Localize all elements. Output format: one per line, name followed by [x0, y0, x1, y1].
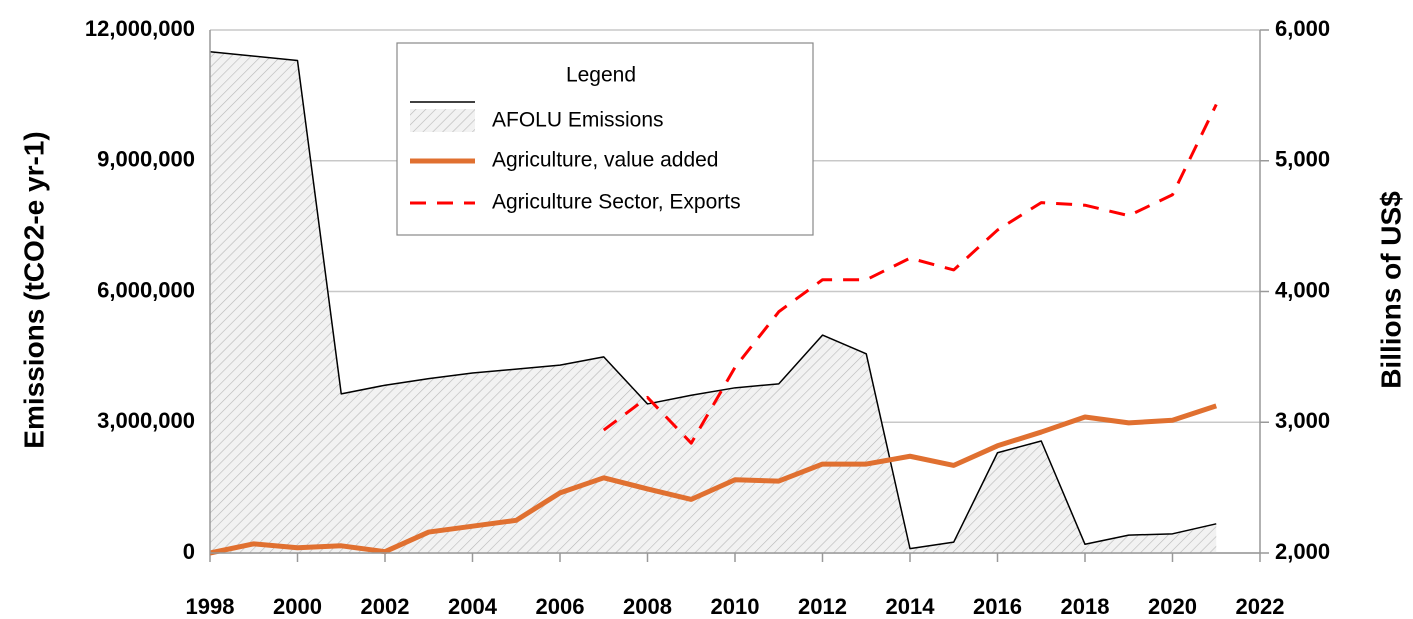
legend-label: Agriculture Sector, Exports [492, 191, 741, 214]
x-tick-label: 2014 [886, 594, 936, 619]
y-tick-label: 6,000,000 [97, 277, 195, 302]
legend-label: AFOLU Emissions [492, 109, 664, 132]
x-tick-label: 2022 [1236, 594, 1285, 619]
y-axis-label: Emissions (tCO2-e yr-1) [18, 131, 49, 448]
y-tick-label: 3,000,000 [97, 408, 195, 433]
y2-tick-label: 6,000 [1275, 16, 1330, 41]
y2-tick-label: 5,000 [1275, 147, 1330, 172]
x-tick-label: 1998 [186, 594, 235, 619]
line [209, 403, 1218, 556]
x-tick-label: 2010 [711, 594, 760, 619]
x-tick-label: 2004 [448, 594, 498, 619]
y2-tick-label: 3,000 [1275, 408, 1330, 433]
x-tick-label: 2008 [623, 594, 672, 619]
x-tick-label: 2018 [1061, 594, 1110, 619]
y2-tick-label: 4,000 [1275, 277, 1330, 302]
area [210, 51, 1217, 554]
line [209, 51, 1217, 550]
y2-tick-label: 2,000 [1275, 539, 1330, 564]
x-tick-label: 2006 [536, 594, 585, 619]
legend-swatch [410, 109, 475, 132]
line [602, 103, 1218, 445]
x-tick-label: 2002 [361, 594, 410, 619]
x-tick-label: 2020 [1148, 594, 1197, 619]
x-tick-label: 2012 [798, 594, 847, 619]
x-tick-label: 2000 [273, 594, 322, 619]
legend-title: Legend [566, 64, 636, 87]
y-tick-label: 9,000,000 [97, 147, 195, 172]
y2-axis-label: Billions of US$ [1375, 191, 1406, 389]
y-tick-label: 12,000,000 [85, 16, 195, 41]
y-tick-label: 0 [183, 539, 195, 564]
x-tick-label: 2016 [973, 594, 1022, 619]
legend-label: Agriculture, value added [492, 149, 718, 172]
